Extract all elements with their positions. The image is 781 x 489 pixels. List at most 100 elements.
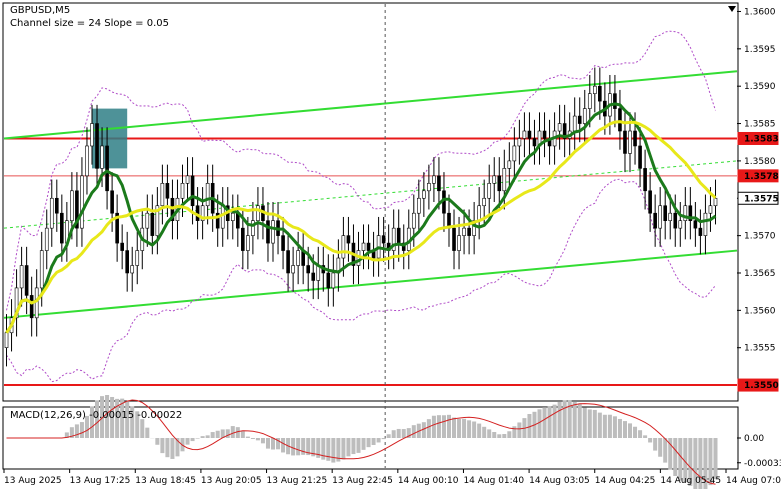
candle-body: [311, 272, 316, 281]
price-panel: [2, 2, 739, 402]
candle-body: [341, 235, 346, 259]
candle-body: [105, 145, 109, 192]
candle-body: [698, 227, 703, 236]
time-axis: 13 Aug 2025 13 Aug 17:25 13 Aug 18:45 13 Au…: [3, 469, 781, 486]
x-tick-label: 13 Aug 2025: [4, 476, 62, 486]
candle-body: [95, 123, 99, 169]
candle-body: [557, 123, 562, 132]
candle-body: [80, 175, 84, 229]
candle-body: [522, 130, 527, 139]
candle-body: [100, 145, 104, 169]
y-tick-label: 1.3600: [744, 7, 776, 17]
candle-body: [281, 235, 285, 251]
candle-body: [14, 287, 19, 319]
candle-body: [396, 227, 401, 244]
candle-body: [44, 227, 49, 251]
y-tick-label: 1.3555: [744, 344, 776, 354]
candle-body: [633, 130, 637, 147]
candle-body: [411, 212, 416, 229]
candle-body: [165, 183, 170, 199]
candle-body: [185, 175, 190, 184]
candle-body: [713, 197, 718, 207]
x-tick-label: 14 Aug 00:10: [398, 476, 459, 486]
candle-body: [49, 197, 54, 229]
candle-body: [577, 115, 582, 124]
scroll-marker-icon[interactable]: [728, 6, 736, 12]
candle-body: [427, 183, 431, 192]
y-tick-label: 1.3595: [744, 45, 776, 55]
candle-body: [678, 220, 683, 229]
candle-body: [296, 250, 300, 266]
price-label-text: 1.3575: [744, 194, 779, 204]
candle-body: [457, 235, 461, 251]
candle-body: [618, 108, 622, 132]
candle-body: [391, 227, 396, 251]
candle-body: [366, 242, 371, 251]
candle-body: [286, 250, 290, 274]
candle-body: [673, 212, 678, 229]
y-tick-label: 1.3590: [744, 82, 776, 92]
candle-body: [90, 123, 94, 147]
candle-body: [230, 212, 235, 221]
candle-body: [75, 190, 79, 229]
candle-body: [532, 138, 537, 147]
candle-body: [85, 145, 89, 177]
candle-body: [180, 183, 185, 199]
x-tick-label: 14 Aug 05:45: [660, 476, 721, 486]
candle-body: [502, 168, 507, 192]
candle-body: [683, 205, 688, 221]
chart-title: GBPUSD,M5: [10, 5, 70, 16]
candle-body: [60, 212, 64, 244]
candle-body: [271, 220, 275, 244]
candle-body: [346, 235, 351, 244]
candle-body: [130, 265, 135, 274]
candle-body: [150, 212, 155, 236]
candle-body: [331, 272, 336, 289]
candle-body: [256, 205, 260, 221]
macd-label: MACD(12,26,9) -0.00015 -0.00022: [10, 410, 182, 421]
candle-body: [487, 183, 492, 199]
price-labels: 1.3583 1.3578 1.3575 1.3550: [737, 131, 779, 392]
candle-body: [110, 190, 114, 214]
candle-body: [482, 197, 486, 207]
candle-body: [4, 332, 9, 348]
candle-body: [462, 227, 466, 236]
y-tick-label: 1.3585: [744, 120, 776, 130]
moving-average-line: [5, 102, 717, 334]
candle-body: [115, 212, 119, 244]
candle-body: [39, 250, 44, 289]
candle-body: [668, 212, 673, 221]
price-label-text: 1.3583: [744, 134, 779, 144]
candle-body: [190, 175, 195, 207]
candle-body: [708, 205, 713, 214]
x-tick-label: 14 Aug 03:05: [529, 476, 590, 486]
candle-body: [306, 265, 311, 274]
candle-body: [628, 130, 632, 154]
candle-body: [24, 265, 29, 296]
candle-body: [653, 212, 657, 229]
candle-body: [643, 168, 647, 192]
candle-body: [145, 212, 150, 229]
candle-body: [200, 205, 205, 221]
candle-body: [703, 212, 708, 236]
x-tick-label: 13 Aug 20:05: [201, 476, 262, 486]
candle-body: [598, 85, 602, 102]
candle-body: [587, 93, 592, 109]
candle-body: [688, 205, 693, 221]
candle-body: [120, 242, 124, 251]
candle-body: [266, 220, 270, 244]
candle-body: [326, 272, 331, 289]
candle-body: [527, 130, 532, 139]
moving-averages: [5, 102, 717, 334]
candle-body: [155, 205, 160, 236]
candle-body: [241, 227, 245, 251]
price-label-text: 1.3578: [744, 172, 779, 182]
candle-body: [593, 85, 597, 94]
candle-body: [663, 205, 668, 221]
candle-body: [492, 175, 497, 184]
candle-body: [422, 190, 426, 199]
chart-subtitle: Channel size = 24 Slope = 0.05: [10, 18, 169, 29]
candle-body: [70, 190, 74, 221]
y-tick-label: 1.3570: [744, 232, 776, 242]
